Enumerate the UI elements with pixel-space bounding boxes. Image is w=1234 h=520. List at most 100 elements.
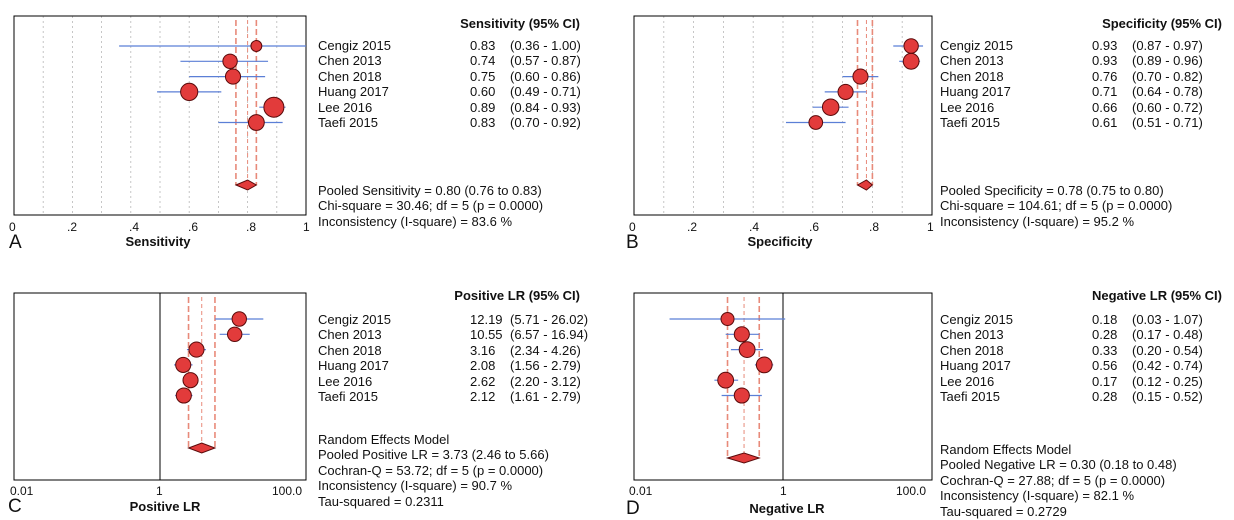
study-name: Chen 2018	[940, 342, 1004, 358]
study-value: 2.08	[470, 358, 496, 374]
x-tick-label: 1	[927, 220, 934, 234]
study-row: Huang 2017 0.60 (0.49 - 0.71)	[318, 84, 608, 99]
x-axis-label: Positive LR	[129, 499, 201, 514]
study-row: Cengiz 2015 0.83 (0.36 - 1.00)	[318, 38, 608, 53]
summary-stats: Random Effects Model Pooled Positive LR =…	[318, 432, 549, 509]
x-tick-label: .4	[129, 220, 140, 234]
study-ci: (0.51 - 0.71)	[1132, 114, 1203, 130]
study-estimate-marker	[733, 387, 750, 404]
panel-title: Negative LR (95% CI)	[1091, 288, 1222, 303]
study-name: Lee 2016	[318, 373, 373, 389]
plot-frame	[13, 292, 307, 481]
study-row: Chen 2013 0.74 (0.57 - 0.87)	[318, 53, 608, 68]
study-row: Taefi 2015 0.28 (0.15 - 0.52)	[940, 389, 1230, 404]
study-ci: (0.89 - 0.96)	[1132, 53, 1203, 69]
study-value: 0.28	[1092, 388, 1118, 404]
summary-line: Pooled Negative LR = 0.30 (0.18 to 0.48)	[940, 457, 1177, 473]
study-ci: (0.70 - 0.92)	[510, 114, 581, 130]
study-estimate-marker	[808, 115, 824, 130]
study-value: 0.66	[1092, 99, 1118, 115]
study-row: Chen 2018 3.16 (2.34 - 4.26)	[318, 343, 608, 358]
study-ci: (0.57 - 0.87)	[510, 53, 581, 69]
summary-line: Tau-squared = 0.2729	[940, 503, 1067, 519]
study-value: 0.89	[470, 99, 496, 115]
study-list: Cengiz 2015 0.18 (0.03 - 1.07) Chen 2013 0.2…	[940, 312, 1230, 404]
study-value: 0.93	[1092, 38, 1118, 53]
study-value: 2.12	[470, 388, 496, 404]
study-value: 3.16	[470, 342, 496, 358]
study-estimate-marker	[852, 68, 869, 85]
study-name: Chen 2018	[940, 68, 1004, 84]
x-tick-label: 0	[9, 220, 16, 234]
panel-title: Positive LR (95% CI)	[454, 288, 580, 303]
study-name: Chen 2013	[318, 327, 382, 343]
study-estimate-marker	[224, 68, 242, 85]
summary-line: Inconsistency (I-square) = 90.7 %	[318, 478, 513, 494]
study-name: Taefi 2015	[318, 388, 378, 404]
study-value: 0.75	[470, 68, 496, 84]
plot-frame	[633, 292, 933, 481]
study-estimate-marker	[250, 40, 263, 52]
study-estimate-marker	[231, 311, 247, 327]
summary-line: Chi-square = 104.61; df = 5 (p = 0.0000)	[940, 198, 1173, 214]
study-name: Lee 2016	[940, 373, 995, 389]
summary-stats: Random Effects Model Pooled Negative LR =…	[940, 442, 1177, 519]
study-row: Taefi 2015 2.12 (1.61 - 2.79)	[318, 389, 608, 404]
study-name: Huang 2017	[318, 84, 389, 100]
study-name: Cengiz 2015	[940, 38, 1013, 53]
study-name: Huang 2017	[318, 358, 389, 374]
study-value: 0.83	[470, 114, 496, 130]
study-name: Lee 2016	[318, 99, 373, 115]
study-value: 12.19	[470, 312, 503, 327]
study-row: Chen 2013 10.55 (6.57 - 16.94)	[318, 327, 608, 342]
x-tick-label: 0.01	[10, 484, 34, 498]
study-estimate-marker	[733, 326, 750, 343]
plot-frame	[13, 15, 307, 216]
study-name: Cengiz 2015	[318, 312, 391, 327]
study-estimate-marker	[222, 53, 238, 69]
study-row: Chen 2013 0.28 (0.17 - 0.48)	[940, 327, 1230, 342]
summary-line: Random Effects Model	[940, 442, 1072, 457]
study-ci: (6.57 - 16.94)	[510, 327, 589, 343]
pooled-estimate-diamond	[856, 179, 874, 191]
study-list: Cengiz 2015 0.93 (0.87 - 0.97) Chen 2013 0.9…	[940, 38, 1230, 130]
study-row: Huang 2017 2.08 (1.56 - 2.79)	[318, 358, 608, 373]
study-estimate-marker	[902, 52, 920, 70]
x-tick-label: .2	[687, 220, 698, 234]
x-tick-label: 1	[303, 220, 310, 234]
study-ci: (2.34 - 4.26)	[510, 342, 581, 358]
summary-line: Inconsistency (I-square) = 83.6 %	[318, 213, 513, 229]
study-estimate-marker	[226, 326, 243, 343]
study-estimate-marker	[175, 387, 192, 404]
forest-plot-negative-lr	[633, 292, 933, 481]
study-row: Lee 2016 0.66 (0.60 - 0.72)	[940, 100, 1230, 115]
x-axis-label: Negative LR	[749, 501, 825, 516]
study-estimate-marker	[188, 341, 205, 358]
study-name: Lee 2016	[940, 99, 995, 115]
study-ci: (0.60 - 0.86)	[510, 68, 581, 84]
study-ci: (0.03 - 1.07)	[1132, 312, 1203, 327]
pooled-estimate-diamond	[187, 442, 217, 454]
study-row: Chen 2013 0.93 (0.89 - 0.96)	[940, 53, 1230, 68]
study-name: Huang 2017	[940, 84, 1011, 100]
study-row: Lee 2016 2.62 (2.20 - 3.12)	[318, 374, 608, 389]
study-ci: (0.70 - 0.82)	[1132, 68, 1203, 84]
panel-title: Specificity (95% CI)	[1102, 16, 1222, 31]
study-name: Cengiz 2015	[318, 38, 391, 53]
summary-line: Random Effects Model	[318, 432, 450, 447]
study-name: Chen 2018	[318, 342, 382, 358]
pooled-estimate-diamond	[234, 179, 258, 191]
x-tick-label: 0	[629, 220, 636, 234]
study-estimate-marker	[182, 372, 199, 389]
forest-panel-specificity: Specificity (95% CI) Cengiz 2015 0.93 (0.8…	[620, 0, 1234, 260]
study-ci: (5.71 - 26.02)	[510, 312, 589, 327]
summary-stats: Pooled Sensitivity = 0.80 (0.76 to 0.83)…	[318, 183, 543, 229]
summary-line: Pooled Sensitivity = 0.80 (0.76 to 0.83)	[318, 183, 542, 198]
study-estimate-marker	[720, 312, 735, 326]
study-list: Cengiz 2015 12.19 (5.71 - 26.02) Chen 2013 1…	[318, 312, 608, 404]
forest-panel-positive-lr: Positive LR (95% CI) Cengiz 2015 12.19 (5.…	[0, 258, 600, 519]
study-row: Cengiz 2015 0.93 (0.87 - 0.97)	[940, 38, 1230, 53]
study-row: Huang 2017 0.71 (0.64 - 0.78)	[940, 84, 1230, 99]
study-row: Huang 2017 0.56 (0.42 - 0.74)	[940, 358, 1230, 373]
study-estimate-marker	[903, 38, 919, 54]
